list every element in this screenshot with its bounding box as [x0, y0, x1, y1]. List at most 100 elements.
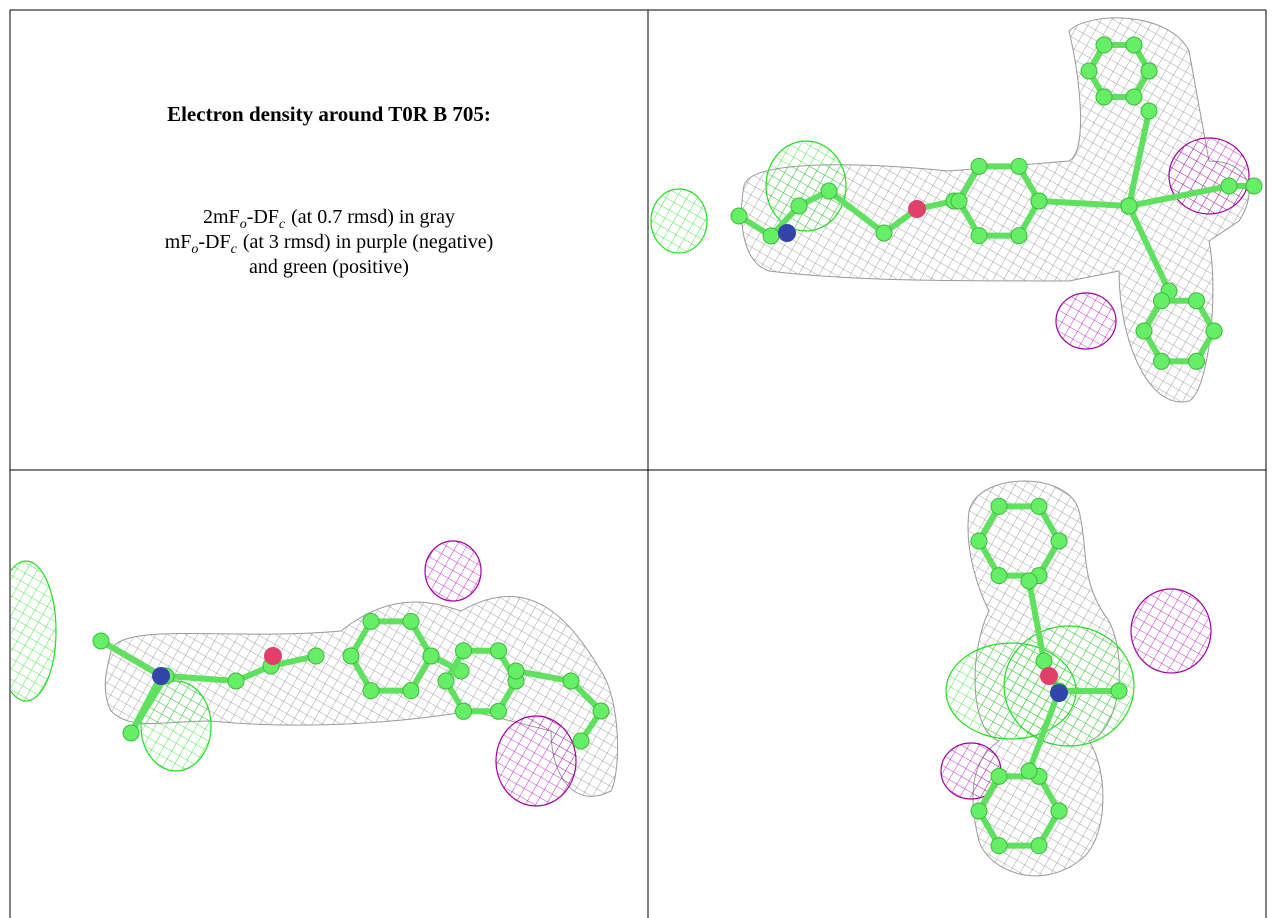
atom [1140, 62, 1158, 80]
atom [950, 192, 968, 210]
bond [1026, 688, 1062, 774]
atom [762, 227, 780, 245]
gray-mesh [741, 17, 1250, 403]
caption-line: 2mFo-DFc (at 0.7 rmsd) in gray [10, 206, 648, 233]
atom [1188, 352, 1205, 370]
atom [1010, 227, 1028, 245]
purple-mesh [1130, 588, 1212, 674]
atom [362, 682, 380, 700]
atom [307, 647, 325, 665]
atom [402, 682, 420, 700]
caption-text: and green (positive) [249, 256, 409, 278]
atom [490, 702, 507, 720]
green-mesh [1003, 625, 1135, 747]
atom [572, 732, 590, 750]
density-view-1 [650, 17, 1263, 403]
atom [970, 227, 988, 245]
atom [122, 724, 140, 742]
atom [990, 567, 1008, 585]
atom [402, 612, 420, 630]
green-mesh [140, 680, 212, 772]
bond [1126, 203, 1172, 294]
atom [990, 497, 1008, 515]
subscript: c [230, 242, 237, 257]
atom [1125, 88, 1143, 106]
purple-mesh [1168, 137, 1250, 215]
atom [990, 767, 1008, 785]
atom [970, 532, 988, 550]
green-mesh [11, 560, 57, 702]
atom [1220, 177, 1238, 195]
atom [970, 157, 988, 175]
atom [790, 197, 808, 215]
caption-text: (at 0.7 rmsd) in gray [291, 206, 455, 228]
purple-mesh [424, 540, 482, 602]
atom [1095, 36, 1113, 54]
hetero-atom [778, 224, 796, 242]
caption-cell: Electron density around T0R B 705: 2mFo-… [10, 10, 648, 470]
atom [592, 702, 610, 720]
atom [362, 612, 380, 630]
density-view-3 [940, 480, 1212, 877]
atom [1080, 62, 1098, 80]
purple-mesh [1055, 292, 1117, 350]
atom [342, 647, 360, 665]
atom [507, 662, 525, 680]
atom [1010, 157, 1028, 175]
atom [562, 672, 580, 690]
atom [455, 642, 472, 660]
caption-line: and green (positive) [10, 256, 648, 279]
atom [875, 224, 893, 242]
atom [1153, 352, 1170, 370]
atom [1188, 292, 1205, 310]
subscript: o [239, 217, 247, 232]
caption-line: mFo-DFc (at 3 rmsd) in purple (negative) [10, 231, 648, 258]
hetero-atom [152, 667, 170, 685]
green-mesh [765, 140, 847, 232]
caption-title: Electron density around T0R B 705: [167, 102, 491, 126]
hetero-atom [264, 647, 282, 665]
atom [820, 182, 838, 200]
atom [437, 672, 455, 690]
atom [1110, 682, 1128, 700]
atom [92, 632, 110, 650]
atom [422, 647, 440, 665]
atom [1125, 36, 1143, 54]
atom [1135, 322, 1153, 340]
atom [1030, 192, 1048, 210]
atom [970, 802, 988, 820]
hetero-atom [1050, 684, 1068, 702]
atom [730, 207, 748, 225]
caption-text: 2mF [203, 206, 240, 228]
caption-text: -DF [198, 231, 231, 253]
atom [1050, 802, 1068, 820]
hetero-atom [1040, 667, 1058, 685]
atom [227, 672, 245, 690]
atom [990, 837, 1008, 855]
atom [1050, 532, 1068, 550]
hetero-atom [908, 200, 926, 218]
atom [1020, 572, 1038, 590]
atom [1035, 652, 1053, 670]
atom [1140, 102, 1158, 120]
caption-text: -DF [246, 206, 279, 228]
atom [455, 702, 472, 720]
atom [1153, 292, 1170, 310]
purple-mesh [495, 715, 577, 807]
subscript: o [191, 242, 199, 257]
atom [1095, 88, 1113, 106]
atom [1030, 837, 1048, 855]
atom [1020, 762, 1038, 780]
bond [513, 668, 605, 744]
density-view-2 [11, 540, 619, 807]
atom [490, 642, 507, 660]
caption-text: mF [164, 231, 192, 253]
green-mesh [650, 188, 708, 254]
atom [1205, 322, 1223, 340]
atom [1030, 497, 1048, 515]
subscript: c [278, 217, 286, 232]
atom [1120, 197, 1138, 215]
atom [1245, 177, 1263, 195]
